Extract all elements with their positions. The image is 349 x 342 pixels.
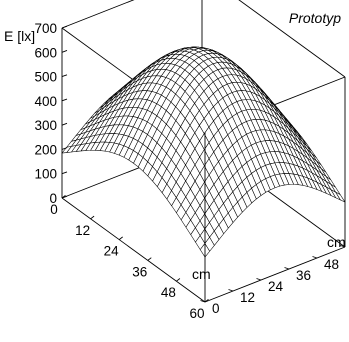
y-tick	[284, 267, 290, 270]
z-tick	[61, 98, 68, 102]
x-tick	[176, 278, 181, 282]
y-tick-label: 36	[296, 268, 311, 283]
x-tick-label: 48	[161, 285, 176, 300]
x-tick-label: 12	[75, 223, 90, 238]
x-axis-label: cm	[192, 266, 211, 282]
x-tick-label: 60	[189, 306, 204, 321]
z-tick	[61, 171, 68, 175]
y-tick	[256, 278, 262, 281]
x-tick-label: 0	[50, 202, 58, 217]
x-tick-label: 36	[132, 264, 147, 279]
frame-edge	[61, 0, 135, 29]
y-tick-label: 24	[268, 279, 284, 294]
y-tick	[200, 300, 206, 303]
z-tick-label: 0	[49, 191, 57, 206]
y-axis-label: cm	[327, 234, 346, 250]
y-tick-label: 12	[240, 290, 255, 305]
z-tick-label: 500	[34, 70, 57, 85]
y-tick	[228, 289, 234, 292]
x-tick	[61, 194, 66, 199]
y-tick	[312, 256, 318, 259]
x-tick-label: 24	[104, 244, 120, 259]
z-tick	[61, 50, 68, 53]
frame-edge	[238, 0, 346, 78]
z-tick-label: 600	[34, 45, 57, 60]
x-tick	[204, 298, 209, 303]
y-tick-label: 0	[212, 301, 220, 316]
y-tick	[340, 245, 346, 248]
x-tick	[118, 236, 123, 240]
frame-edge	[204, 246, 346, 303]
x-tick	[90, 215, 95, 220]
z-tick	[61, 25, 68, 29]
z-tick-label: 300	[34, 118, 57, 133]
z-tick-label: 400	[34, 94, 57, 109]
z-tick	[61, 74, 68, 77]
z-axis-label: E [lx]	[4, 28, 35, 44]
y-tick-label: 48	[324, 257, 339, 272]
z-tick	[61, 147, 68, 150]
z-tick	[61, 122, 68, 126]
chart-title: Prototyp	[289, 10, 341, 26]
x-tick	[147, 257, 152, 261]
z-tick-label: 200	[34, 142, 57, 157]
surface-mesh	[61, 46, 346, 258]
plot-frame-front	[204, 77, 346, 302]
frame-edge	[61, 197, 206, 303]
z-tick-label: 100	[34, 167, 57, 182]
z-tick-label: 700	[34, 21, 57, 36]
